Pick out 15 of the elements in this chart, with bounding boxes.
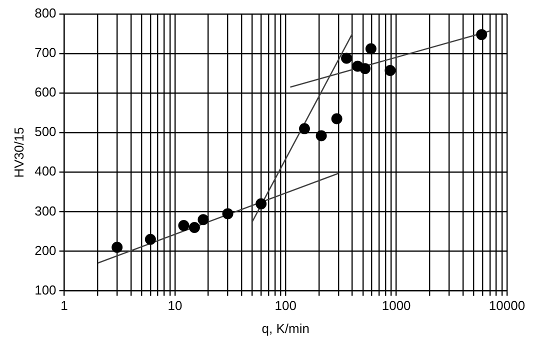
x-tick-label: 1000 xyxy=(382,298,411,314)
y-tick-label: 500 xyxy=(34,124,56,140)
y-tick-label: 700 xyxy=(34,45,56,60)
x-tick-label: 100 xyxy=(274,298,296,314)
x-axis-title: q, K/min xyxy=(262,320,310,336)
y-axis-title: HV30/15 xyxy=(11,127,26,178)
y-tick-label: 800 xyxy=(34,6,56,21)
y-tick-label: 300 xyxy=(34,203,56,218)
y-tick-label: 400 xyxy=(34,164,56,179)
x-tick-label: 10 xyxy=(168,298,182,314)
y-tick-label: 600 xyxy=(34,84,56,100)
y-tick-label: 100 xyxy=(34,282,56,298)
x-tick-label: 10000 xyxy=(488,298,526,314)
x-tick-label: 1 xyxy=(60,298,68,314)
y-tick-label: 200 xyxy=(34,242,56,258)
